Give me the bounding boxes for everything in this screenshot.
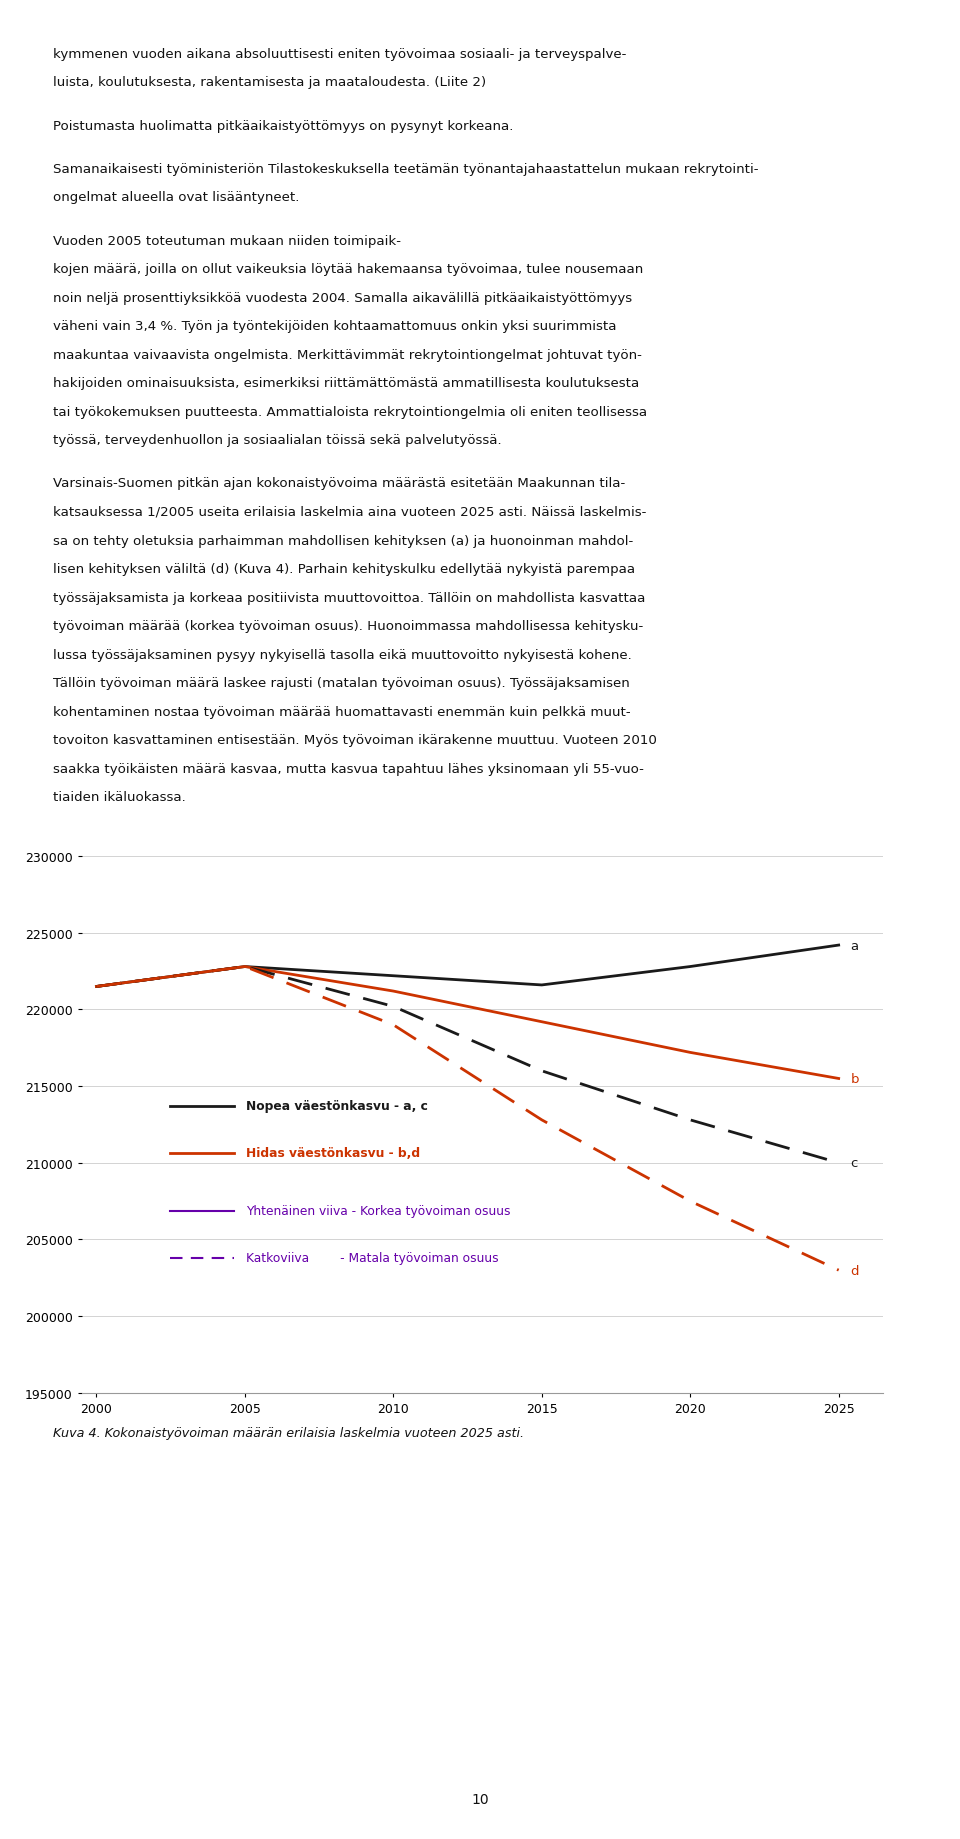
Text: Nopea väestönkasvu - a, c: Nopea väestönkasvu - a, c: [246, 1100, 428, 1113]
Text: b: b: [851, 1072, 859, 1085]
Text: työvoiman määrää (korkea työvoiman osuus). Huonoimmassa mahdollisessa kehitysku-: työvoiman määrää (korkea työvoiman osuus…: [53, 620, 643, 633]
Text: Hidas väestönkasvu - b,d: Hidas väestönkasvu - b,d: [246, 1146, 420, 1160]
Text: kojen määrä, joilla on ollut vaikeuksia löytää hakemaansa työvoimaa, tulee nouse: kojen määrä, joilla on ollut vaikeuksia …: [53, 263, 643, 276]
Text: ongelmat alueella ovat lisääntyneet.: ongelmat alueella ovat lisääntyneet.: [53, 191, 300, 204]
Text: työssä, terveydenhuollon ja sosiaalialan töissä sekä palvelutyössä.: työssä, terveydenhuollon ja sosiaalialan…: [53, 434, 501, 447]
Text: Tällöin työvoiman määrä laskee rajusti (matalan työvoiman osuus). Työssäjaksamis: Tällöin työvoiman määrä laskee rajusti (…: [53, 677, 630, 690]
Text: luista, koulutuksesta, rakentamisesta ja maataloudesta. (Liite 2): luista, koulutuksesta, rakentamisesta ja…: [53, 75, 486, 90]
Text: lisen kehityksen väliltä (d) (Kuva 4). Parhain kehityskulku edellytää nykyistä p: lisen kehityksen väliltä (d) (Kuva 4). P…: [53, 563, 635, 576]
Text: Varsinais-Suomen pitkän ajan kokonaistyövoima määrästä esitetään Maakunnan tila-: Varsinais-Suomen pitkän ajan kokonaistyö…: [53, 476, 625, 491]
Text: Yhtenäinen viiva - Korkea työvoiman osuus: Yhtenäinen viiva - Korkea työvoiman osuu…: [246, 1205, 511, 1217]
Text: väheni vain 3,4 %. Työn ja työntekijöiden kohtaamattomuus onkin yksi suurimmista: väheni vain 3,4 %. Työn ja työntekijöide…: [53, 320, 616, 333]
Text: tovoiton kasvattaminen entisestään. Myös työvoiman ikärakenne muuttuu. Vuoteen 2: tovoiton kasvattaminen entisestään. Myös…: [53, 734, 657, 747]
Text: sa on tehty oletuksia parhaimman mahdollisen kehityksen (a) ja huonoinman mahdol: sa on tehty oletuksia parhaimman mahdoll…: [53, 533, 633, 548]
Text: maakuntaa vaivaavista ongelmista. Merkittävimmät rekrytointiongelmat johtuvat ty: maakuntaa vaivaavista ongelmista. Merkit…: [53, 348, 641, 362]
Text: kymmenen vuoden aikana absoluuttisesti eniten työvoimaa sosiaali- ja terveyspalv: kymmenen vuoden aikana absoluuttisesti e…: [53, 48, 626, 61]
Text: d: d: [851, 1263, 859, 1276]
Text: noin neljä prosenttiyksikköä vuodesta 2004. Samalla aikavälillä pitkäaikaistyött: noin neljä prosenttiyksikköä vuodesta 20…: [53, 291, 632, 305]
Text: hakijoiden ominaisuuksista, esimerkiksi riittämättömästä ammatillisesta koulutuk: hakijoiden ominaisuuksista, esimerkiksi …: [53, 377, 639, 390]
Text: Vuoden 2005 toteutuman mukaan niiden toimipaik-: Vuoden 2005 toteutuman mukaan niiden toi…: [53, 234, 401, 248]
Text: Samanaikaisesti työministeriön Tilastokeskuksella teetämän työnantajahaastattelu: Samanaikaisesti työministeriön Tilastoke…: [53, 162, 758, 177]
Text: työssäjaksamista ja korkeaa positiivista muuttovoittoa. Tällöin on mahdollista k: työssäjaksamista ja korkeaa positiivista…: [53, 590, 645, 605]
Text: lussa työssäjaksaminen pysyy nykyisellä tasolla eikä muuttovoitto nykyisestä koh: lussa työssäjaksaminen pysyy nykyisellä …: [53, 647, 632, 662]
Text: Kuva 4. Kokonaistyövoiman määrän erilaisia laskelmia vuoteen 2025 asti.: Kuva 4. Kokonaistyövoiman määrän erilais…: [53, 1425, 524, 1440]
Text: c: c: [851, 1157, 858, 1170]
Text: tai työkokemuksen puutteesta. Ammattialoista rekrytointiongelmia oli eniten teol: tai työkokemuksen puutteesta. Ammattialo…: [53, 405, 647, 419]
Text: kohentaminen nostaa työvoiman määrää huomattavasti enemmän kuin pelkkä muut-: kohentaminen nostaa työvoiman määrää huo…: [53, 704, 631, 719]
Text: Katkoviiva        - Matala työvoiman osuus: Katkoviiva - Matala työvoiman osuus: [246, 1251, 498, 1265]
Text: 10: 10: [471, 1791, 489, 1806]
Text: a: a: [851, 940, 858, 953]
Text: tiaiden ikäluokassa.: tiaiden ikäluokassa.: [53, 791, 185, 804]
Text: katsauksessa 1/2005 useita erilaisia laskelmia aina vuoteen 2025 asti. Näissä la: katsauksessa 1/2005 useita erilaisia las…: [53, 506, 646, 519]
Text: saakka työikäisten määrä kasvaa, mutta kasvua tapahtuu lähes yksinomaan yli 55-v: saakka työikäisten määrä kasvaa, mutta k…: [53, 761, 643, 776]
Text: Poistumasta huolimatta pitkäaikaistyöttömyys on pysynyt korkeana.: Poistumasta huolimatta pitkäaikaistyöttö…: [53, 120, 514, 132]
